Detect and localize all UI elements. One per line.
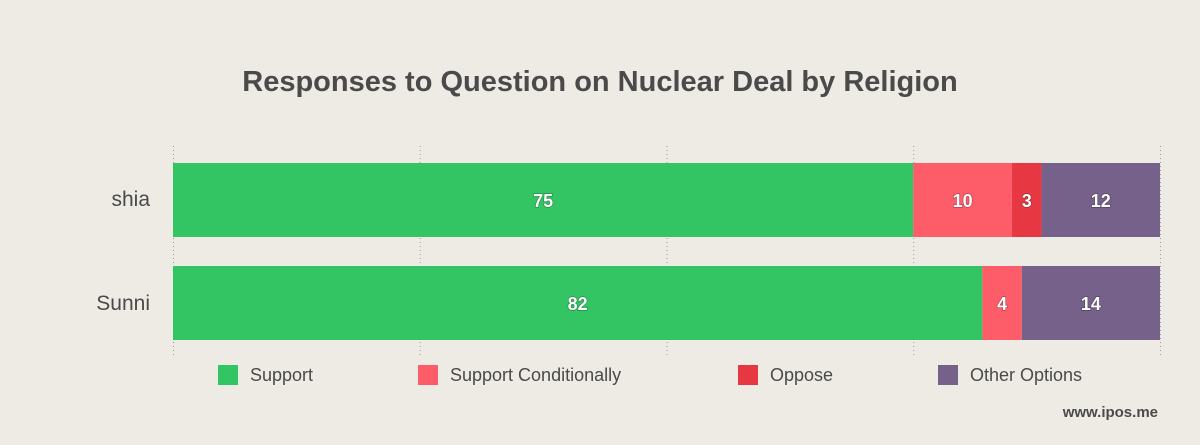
legend-item-oppose: Oppose <box>738 364 833 386</box>
legend-swatch-support-conditionally <box>418 365 438 385</box>
bar-0-1 <box>913 163 1012 237</box>
data-label-1-0: 82 <box>568 294 588 314</box>
legend-label-support: Support <box>250 364 314 385</box>
legend-label-oppose: Oppose <box>770 364 834 385</box>
watermark: www.ipos.me <box>1062 404 1158 421</box>
data-label-1-1: 4 <box>997 294 1007 314</box>
data-label-0-2: 3 <box>1022 191 1032 211</box>
bar-1-0 <box>173 266 983 340</box>
legend-label-support-conditionally: Support Conditionally <box>450 364 622 385</box>
row-label-sunni: Sunni <box>96 292 150 315</box>
data-label-0-1: 10 <box>953 191 973 211</box>
legend-label-other-options: Other Options <box>970 364 1083 385</box>
bar-1-1 <box>982 266 1022 340</box>
legend-item-support-conditionally: Support Conditionally <box>418 364 621 386</box>
bar-1-3 <box>1021 266 1160 340</box>
chart-title: Responses to Question on Nuclear Deal by… <box>242 66 958 98</box>
legend-swatch-oppose <box>738 365 758 385</box>
data-label-1-3: 14 <box>1081 294 1101 314</box>
legend-item-other-options: Other Options <box>938 364 1082 386</box>
bar-0-2 <box>1011 163 1042 237</box>
bar-0-0 <box>173 163 914 237</box>
legend-swatch-other-options <box>938 365 958 385</box>
bar-0-3 <box>1041 163 1160 237</box>
legend-swatch-support <box>218 365 238 385</box>
data-label-0-3: 12 <box>1091 191 1111 211</box>
row-label-shia: shia <box>111 188 150 211</box>
legend-item-support: Support <box>218 364 313 386</box>
data-label-0-0: 75 <box>533 191 553 211</box>
